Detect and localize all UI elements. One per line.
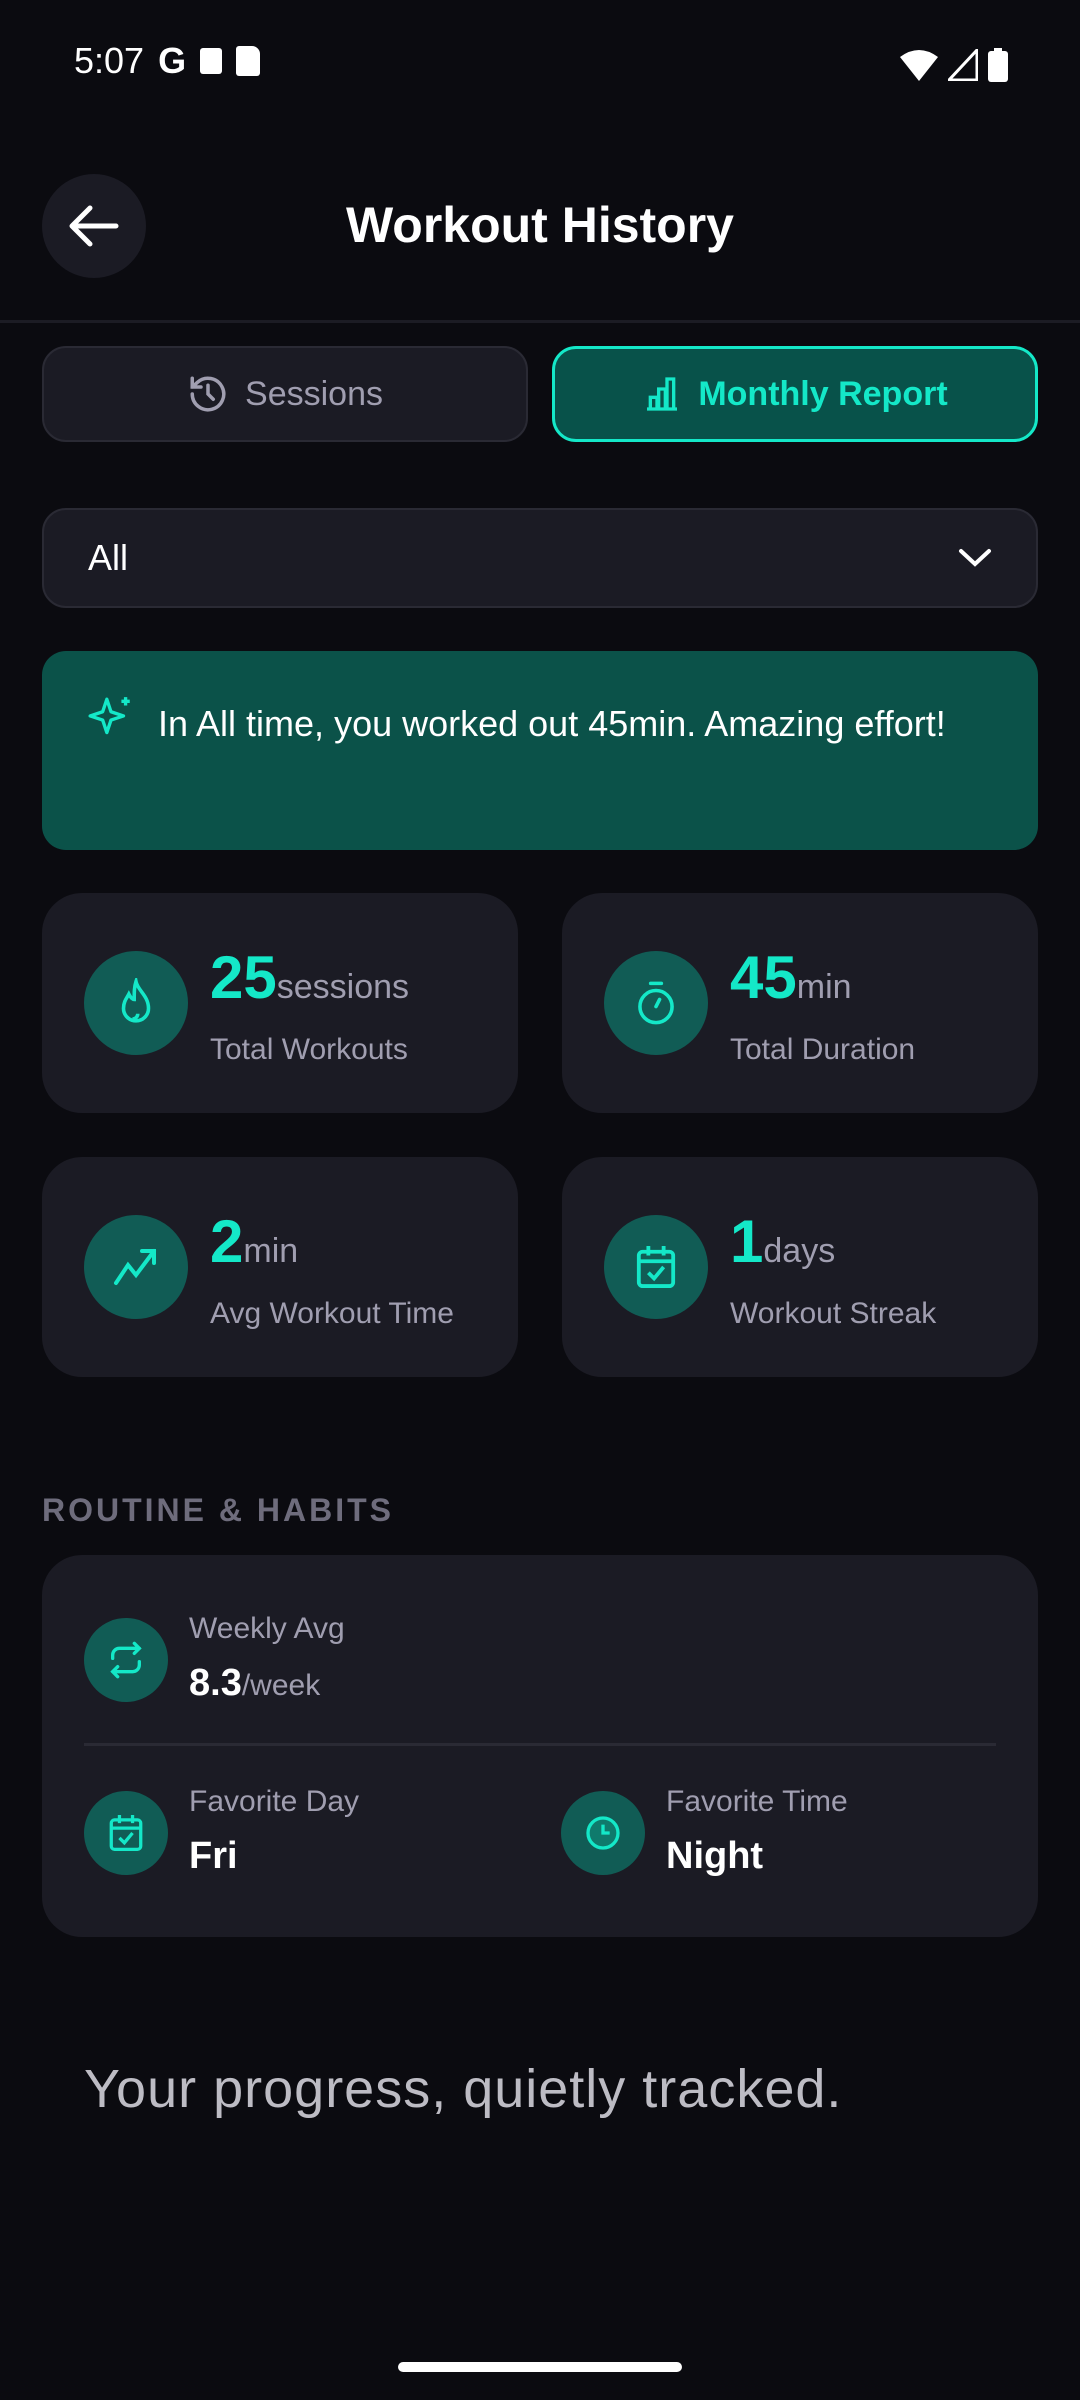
favorite-day-label: Favorite Day [189, 1785, 360, 1818]
tab-sessions[interactable]: Sessions [42, 346, 528, 442]
stat-card-total-workouts: 25sessions Total Workouts [42, 893, 518, 1113]
stat-unit: days [763, 1232, 836, 1270]
stat-label: Workout Streak [730, 1297, 937, 1330]
calendar-check-icon [84, 1791, 168, 1875]
stat-unit: min [796, 968, 852, 1006]
home-indicator[interactable] [398, 2362, 682, 2372]
sd-card-icon [236, 46, 261, 76]
stat-label: Total Workouts [210, 1033, 408, 1066]
dropdown-value: All [88, 537, 129, 578]
weekly-avg-label: Weekly Avg [189, 1612, 345, 1645]
stat-card-avg-workout-time: 2min Avg Workout Time [42, 1157, 518, 1377]
battery-icon [988, 48, 1008, 82]
flame-icon [84, 951, 188, 1055]
stat-unit: sessions [276, 968, 410, 1006]
favorite-time-value: Night [666, 1835, 764, 1877]
weekly-avg-unit: /week [241, 1669, 321, 1702]
stat-label: Avg Workout Time [210, 1297, 454, 1330]
wifi-icon [900, 50, 938, 81]
routine-card: Weekly Avg 8.3/week Favorite Day Fri Fav… [42, 1555, 1038, 1937]
history-icon [190, 376, 226, 412]
stat-card-total-duration: 45min Total Duration [562, 893, 1038, 1113]
google-icon: G [158, 40, 187, 81]
page-title: Workout History [346, 197, 734, 253]
stat-value: 2 [210, 1208, 244, 1275]
clock-icon [561, 1791, 645, 1875]
accessibility-icon [200, 48, 223, 74]
chevron-down-icon [959, 549, 991, 567]
favorite-day-value: Fri [189, 1835, 238, 1877]
header-divider [0, 320, 1080, 323]
stat-value: 45 [730, 944, 797, 1011]
tab-label: Sessions [245, 374, 383, 413]
system-icons [900, 48, 1008, 82]
stat-value: 1 [730, 1208, 764, 1275]
bar-chart-icon [647, 377, 678, 411]
time-filter-dropdown[interactable]: All [42, 508, 1038, 608]
status-bar: 5:07 G [74, 40, 261, 82]
section-title: ROUTINE & HABITS [42, 1492, 394, 1528]
stat-label: Total Duration [730, 1033, 916, 1066]
stat-card-workout-streak: 1days Workout Streak [562, 1157, 1038, 1377]
footer-tagline: Your progress, quietly tracked. [84, 2059, 843, 2119]
signal-icon [948, 49, 978, 81]
summary-banner: In All time, you worked out 45min. Amazi… [42, 651, 1038, 850]
banner-text: In All time, you worked out 45min. Amazi… [158, 703, 946, 744]
arrow-left-icon [69, 205, 119, 247]
status-time: 5:07 [74, 40, 145, 81]
favorite-time-label: Favorite Time [666, 1785, 848, 1818]
weekly-avg-value: 8.3 [189, 1662, 242, 1704]
sparkle-icon [88, 697, 130, 735]
stat-value: 25 [210, 944, 277, 1011]
stopwatch-icon [604, 951, 708, 1055]
trending-up-icon [84, 1215, 188, 1319]
repeat-icon [84, 1618, 168, 1702]
calendar-check-icon [604, 1215, 708, 1319]
routine-divider [84, 1743, 996, 1746]
stat-unit: min [243, 1232, 299, 1270]
tab-label: Monthly Report [698, 374, 948, 413]
tab-monthly-report[interactable]: Monthly Report [552, 346, 1038, 442]
back-button[interactable] [42, 174, 146, 278]
